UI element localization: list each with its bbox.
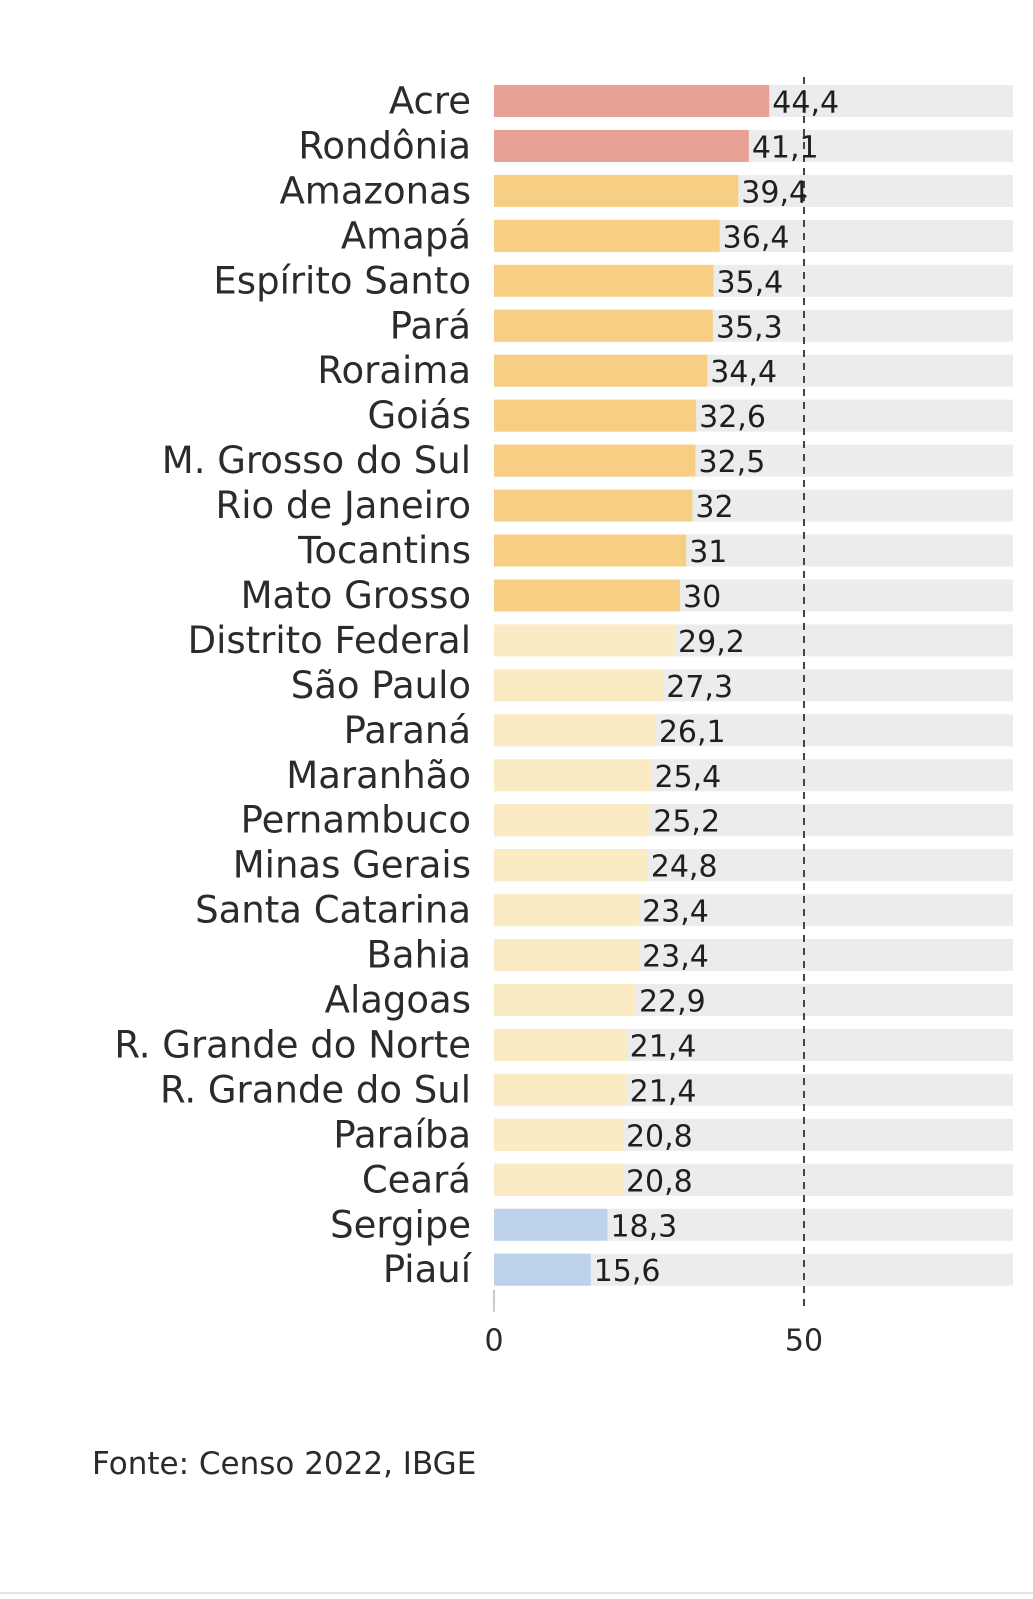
bar-roraima (494, 354, 708, 387)
category-label-amapa: Amapá (341, 214, 471, 257)
value-label-roraima: 34,4 (710, 355, 777, 390)
bar-maranhao (494, 759, 652, 792)
category-label-roraima: Roraima (317, 349, 471, 392)
bar-amazonas (494, 174, 739, 207)
bar-rio-de-janeiro (494, 489, 693, 522)
x-axis: 0 50 (484, 1289, 823, 1359)
bar-mato-grosso (494, 579, 680, 612)
value-label-tocantins: 31 (689, 535, 727, 570)
value-label-pernambuco: 25,2 (653, 805, 720, 840)
bar-ceara (494, 1163, 623, 1196)
category-label-rio-de-janeiro: Rio de Janeiro (215, 484, 471, 527)
bar-minas-gerais (494, 849, 648, 882)
category-label-pernambuco: Pernambuco (241, 799, 471, 842)
bars (494, 85, 770, 1286)
category-label-sao-paulo: São Paulo (291, 664, 471, 707)
bar-sao-paulo (494, 669, 664, 702)
category-label-r-grande-do-sul: R. Grande do Sul (160, 1068, 471, 1111)
bar-pernambuco (494, 804, 651, 837)
value-label-bahia: 23,4 (642, 940, 709, 975)
value-label-distrito-federal: 29,2 (678, 625, 745, 660)
category-label-maranhao: Maranhão (286, 754, 471, 797)
bar-tocantins (494, 534, 687, 567)
bar-distrito-federal (494, 624, 676, 657)
bar-piaui (494, 1253, 591, 1286)
category-label-paraiba: Paraíba (333, 1113, 471, 1156)
bar-amapa (494, 219, 720, 252)
category-label-piaui: Piauí (383, 1248, 473, 1291)
category-label-mato-grosso: Mato Grosso (241, 574, 471, 617)
category-label-santa-catarina: Santa Catarina (195, 889, 471, 932)
bar-alagoas (494, 984, 636, 1016)
value-label-ceara: 20,8 (626, 1164, 693, 1199)
value-label-alagoas: 22,9 (639, 985, 706, 1020)
category-label-ceara: Ceará (362, 1158, 471, 1201)
bar-m-grosso-do-sul (494, 444, 696, 477)
value-label-goias: 32,6 (699, 400, 766, 435)
category-label-distrito-federal: Distrito Federal (188, 619, 471, 662)
source-note: Fonte: Censo 2022, IBGE (92, 1446, 477, 1482)
value-label-r-grande-do-sul: 21,4 (630, 1074, 697, 1109)
x-tick-label-0: 0 (484, 1324, 503, 1359)
bar-paraiba (494, 1118, 623, 1151)
value-label-minas-gerais: 24,8 (651, 850, 718, 885)
category-label-para: Pará (390, 304, 471, 347)
bar-sergipe (494, 1208, 608, 1241)
bar-espirito-santo (494, 264, 714, 297)
value-label-rio-de-janeiro: 32 (695, 490, 733, 525)
value-label-amapa: 36,4 (723, 220, 790, 255)
value-label-piaui: 15,6 (594, 1254, 661, 1289)
category-label-acre: Acre (389, 80, 471, 123)
value-label-r-grande-do-norte: 21,4 (630, 1029, 697, 1064)
category-label-tocantins: Tocantins (297, 529, 471, 572)
value-label-m-grosso-do-sul: 32,5 (699, 445, 766, 480)
category-label-rondonia: Rondônia (298, 124, 471, 167)
value-label-rondonia: 41,1 (752, 130, 819, 165)
category-label-m-grosso-do-sul: M. Grosso do Sul (162, 439, 471, 482)
category-label-sergipe: Sergipe (330, 1203, 471, 1246)
value-label-para: 35,3 (716, 310, 783, 345)
value-label-santa-catarina: 23,4 (642, 895, 709, 930)
bar-rondonia (494, 129, 749, 162)
value-label-espirito-santo: 35,4 (716, 265, 783, 300)
value-label-mato-grosso: 30 (683, 580, 721, 615)
category-label-alagoas: Alagoas (325, 979, 471, 1022)
category-label-bahia: Bahia (367, 934, 471, 977)
value-label-maranhao: 25,4 (654, 760, 721, 795)
category-label-espirito-santo: Espírito Santo (213, 259, 471, 302)
value-label-acre: 44,4 (772, 86, 839, 121)
bar-santa-catarina (494, 894, 640, 927)
bar-r-grande-do-norte (494, 1028, 627, 1061)
category-label-r-grande-do-norte: R. Grande do Norte (114, 1023, 471, 1066)
bottom-divider (0, 1592, 1033, 1594)
bar-goias (494, 399, 697, 432)
value-label-sao-paulo: 27,3 (666, 670, 733, 705)
value-label-amazonas: 39,4 (741, 175, 808, 210)
value-label-paraiba: 20,8 (626, 1119, 693, 1154)
category-label-minas-gerais: Minas Gerais (233, 844, 471, 887)
bar-parana (494, 714, 656, 747)
value-label-parana: 26,1 (659, 715, 726, 750)
bar-para (494, 309, 713, 342)
category-label-amazonas: Amazonas (280, 169, 472, 212)
value-label-sergipe: 18,3 (610, 1209, 677, 1244)
value-labels: 44,4 41,1 39,4 36,4 35,4 35,3 34,4 32,6 32,5 32 31… (594, 86, 839, 1290)
x-tick-label-50: 50 (785, 1324, 823, 1359)
bar-r-grande-do-sul (494, 1073, 627, 1106)
bar-acre (494, 85, 770, 117)
bar-bahia (494, 939, 640, 972)
category-label-parana: Paraná (344, 709, 471, 752)
category-label-goias: Goiás (367, 394, 471, 437)
